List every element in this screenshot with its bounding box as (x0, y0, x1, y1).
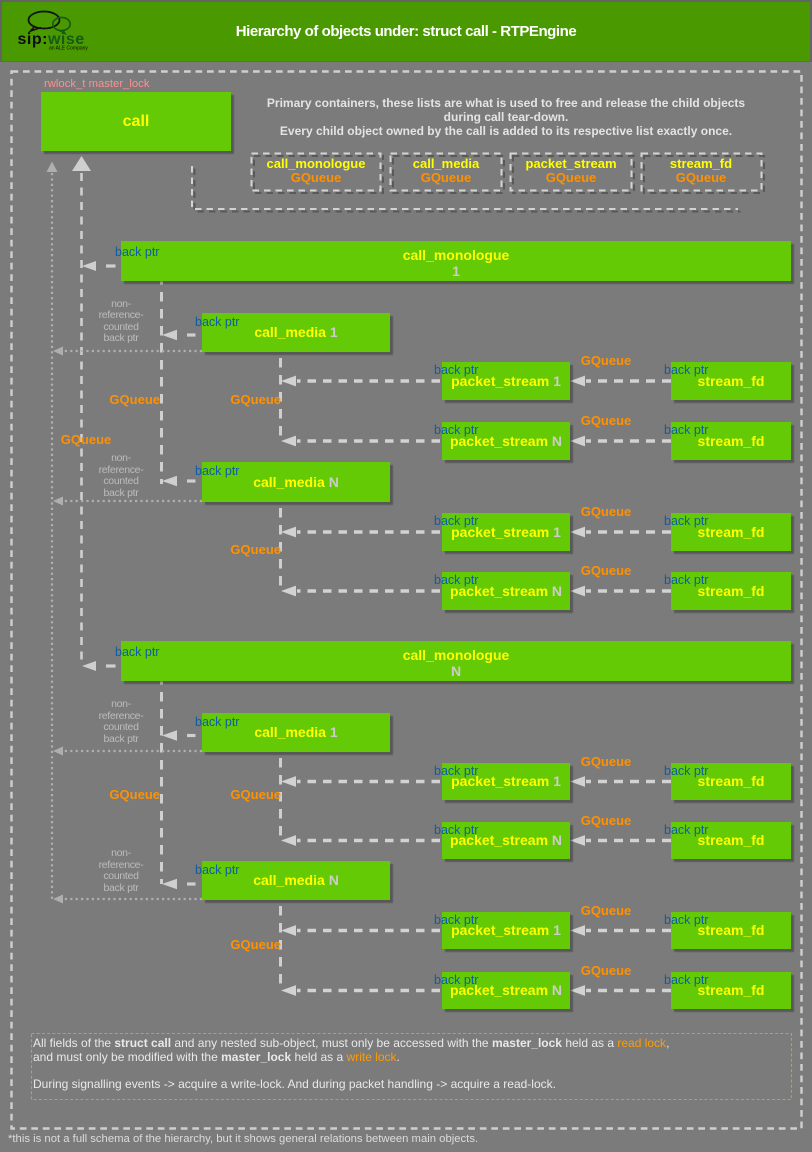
svg-text:sip:wise: sip:wise (18, 31, 85, 48)
svg-text:an ALE Company: an ALE Company (49, 46, 88, 52)
